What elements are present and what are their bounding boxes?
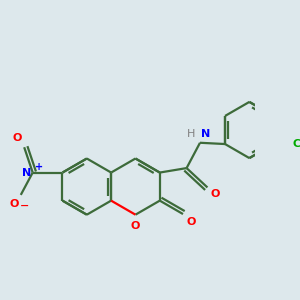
- Text: O: O: [12, 133, 22, 143]
- Text: N: N: [22, 168, 31, 178]
- Text: O: O: [10, 199, 19, 209]
- Text: −: −: [20, 201, 29, 211]
- Text: N: N: [201, 129, 210, 140]
- Text: O: O: [186, 217, 196, 226]
- Text: +: +: [35, 162, 44, 172]
- Text: O: O: [131, 221, 140, 232]
- Text: Cl: Cl: [292, 139, 300, 149]
- Text: H: H: [187, 129, 195, 140]
- Text: O: O: [211, 189, 220, 199]
